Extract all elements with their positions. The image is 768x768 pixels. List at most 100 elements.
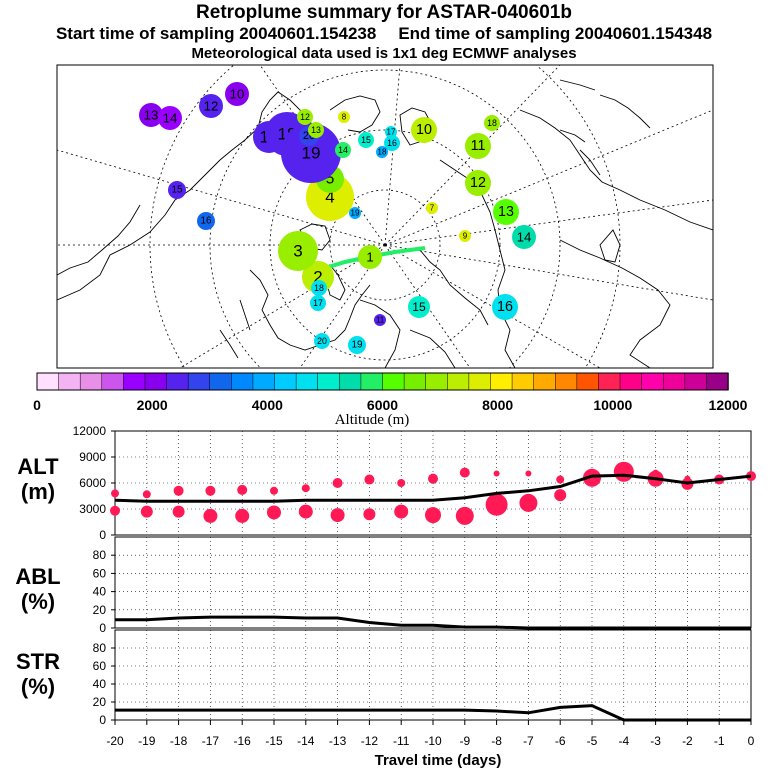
- colorbar-swatch: [619, 372, 643, 391]
- str-panel-label: STR: [16, 649, 60, 674]
- alt-markers: [110, 461, 756, 525]
- map-marker-15: [168, 181, 186, 199]
- map-marker-12: [297, 109, 313, 125]
- alt-marker-lower: [363, 508, 376, 521]
- abl-panel-label: ABL: [15, 564, 60, 589]
- colorbar-label: Altitude (m): [335, 412, 410, 428]
- alt-marker-upper: [684, 475, 691, 482]
- str-panel-unit: (%): [21, 674, 55, 699]
- map-marker-15: [408, 296, 430, 318]
- y-tick-label: 40: [93, 677, 107, 691]
- alt-marker-lower: [330, 508, 345, 523]
- met-data-note: Meteorological data used is 1x1 deg ECMW…: [191, 45, 577, 62]
- x-tick-label: -7: [523, 734, 534, 748]
- map-marker-label: 1: [366, 250, 373, 265]
- y-tick-label: 12000: [73, 424, 107, 438]
- map-marker-label: 20: [317, 336, 327, 346]
- x-tick-label: -1: [714, 734, 725, 748]
- map-marker-11: [374, 314, 386, 326]
- alt-marker-lower: [298, 504, 313, 519]
- y-tick-label: 60: [93, 566, 107, 580]
- x-tick-label: -14: [297, 734, 315, 748]
- colorbar-ticks: 0 2000 4000 6000 8000 10000 12000: [33, 397, 748, 413]
- end-time: End time of sampling 20040601.154348: [398, 24, 713, 43]
- map-marker-16: [197, 212, 215, 230]
- alt-marker-lower: [235, 508, 250, 523]
- y-tick-label: 80: [93, 548, 107, 562]
- map-marker-label: 4: [325, 188, 334, 207]
- x-tick-label: -15: [265, 734, 283, 748]
- alt-marker-lower: [519, 493, 538, 512]
- map-marker-18: [484, 115, 500, 131]
- colorbar-swatch: [662, 372, 686, 391]
- alt-marker-upper: [459, 467, 470, 478]
- map-marker-label: 10: [230, 87, 245, 102]
- colorbar-swatch: [209, 372, 233, 391]
- alt-marker-upper: [270, 486, 278, 495]
- map-marker-label: 18: [487, 118, 497, 128]
- colorbar-swatch: [360, 372, 384, 391]
- alt-marker-lower: [554, 489, 567, 502]
- alt-marker-lower: [140, 505, 153, 518]
- abl-line: [115, 615, 751, 630]
- alt-panel: 0 3000 6000 9000 12000 ALT (m): [17, 424, 756, 542]
- map-marker-17: [310, 295, 326, 311]
- str-line: [115, 704, 751, 722]
- x-tick-label: -20: [106, 734, 124, 748]
- alt-marker-lower: [425, 507, 441, 524]
- alt-marker-lower: [394, 504, 409, 519]
- x-tick-label: 0: [748, 734, 755, 748]
- map-marker-label: 19: [352, 340, 363, 351]
- map-marker-label: 13: [311, 125, 321, 135]
- colorbar-swatch: [123, 372, 146, 391]
- colorbar-frame: [36, 372, 729, 391]
- colorbar-swatch: [555, 372, 578, 391]
- map-marker-label: 12: [300, 112, 310, 122]
- x-tick-label: -10: [424, 734, 442, 748]
- map-marker-label: 10: [416, 122, 432, 138]
- map-marker-14: [335, 142, 351, 158]
- colorbar-tick-label: 8000: [482, 397, 513, 413]
- colorbar-swatch: [511, 372, 535, 391]
- chart-title: Retroplume summary for ASTAR-040601b: [196, 2, 572, 23]
- alt-marker-upper: [364, 474, 375, 485]
- colorbar-swatch: [598, 372, 621, 391]
- colorbar-tick-label: 2000: [137, 397, 168, 413]
- map-marker-13: [493, 199, 519, 225]
- map-marker-19: [349, 207, 361, 219]
- x-tick-label: -17: [202, 734, 220, 748]
- map-marker-label: 16: [497, 299, 513, 315]
- colorbar-tick-label: 12000: [709, 397, 748, 413]
- map-marker-19: [348, 336, 366, 354]
- map-marker-9: [459, 230, 471, 242]
- abl-panel: 0 20 40 60 80 ABL (%): [15, 536, 752, 635]
- colorbar-tick-label: 6000: [367, 397, 398, 413]
- map-marker-label: 14: [338, 145, 348, 155]
- map-marker-10: [411, 117, 437, 143]
- map-marker-12: [465, 170, 491, 196]
- colorbar-swatch: [101, 372, 125, 391]
- x-tick-label: -5: [587, 734, 598, 748]
- colorbar-swatch: [317, 372, 341, 391]
- map-marker-label: 16: [387, 138, 397, 148]
- map-marker-16: [492, 294, 518, 320]
- x-tick-label: -19: [138, 734, 156, 748]
- map-marker-12: [199, 94, 223, 118]
- abl-panel-unit: (%): [21, 589, 55, 614]
- colorbar-swatch: [490, 372, 513, 391]
- map-marker-11: [465, 133, 491, 159]
- str-y-ticks: 0 20 40 60 80: [93, 641, 115, 727]
- alt-marker-upper: [556, 475, 565, 484]
- map-marker-label: 8: [342, 113, 347, 122]
- x-tick-label: -9: [459, 734, 470, 748]
- x-tick-label: -8: [491, 734, 502, 748]
- map-marker-label: 14: [163, 111, 178, 126]
- map-marker-label: 5: [326, 171, 335, 188]
- map-marker-7: [426, 202, 438, 214]
- x-tick-label: -12: [361, 734, 379, 748]
- alt-marker-upper: [173, 485, 184, 496]
- altitude-colorbar: 0 2000 4000 6000 8000 10000 12000 Altitude (m): [33, 372, 748, 428]
- colorbar-swatch: [187, 372, 211, 391]
